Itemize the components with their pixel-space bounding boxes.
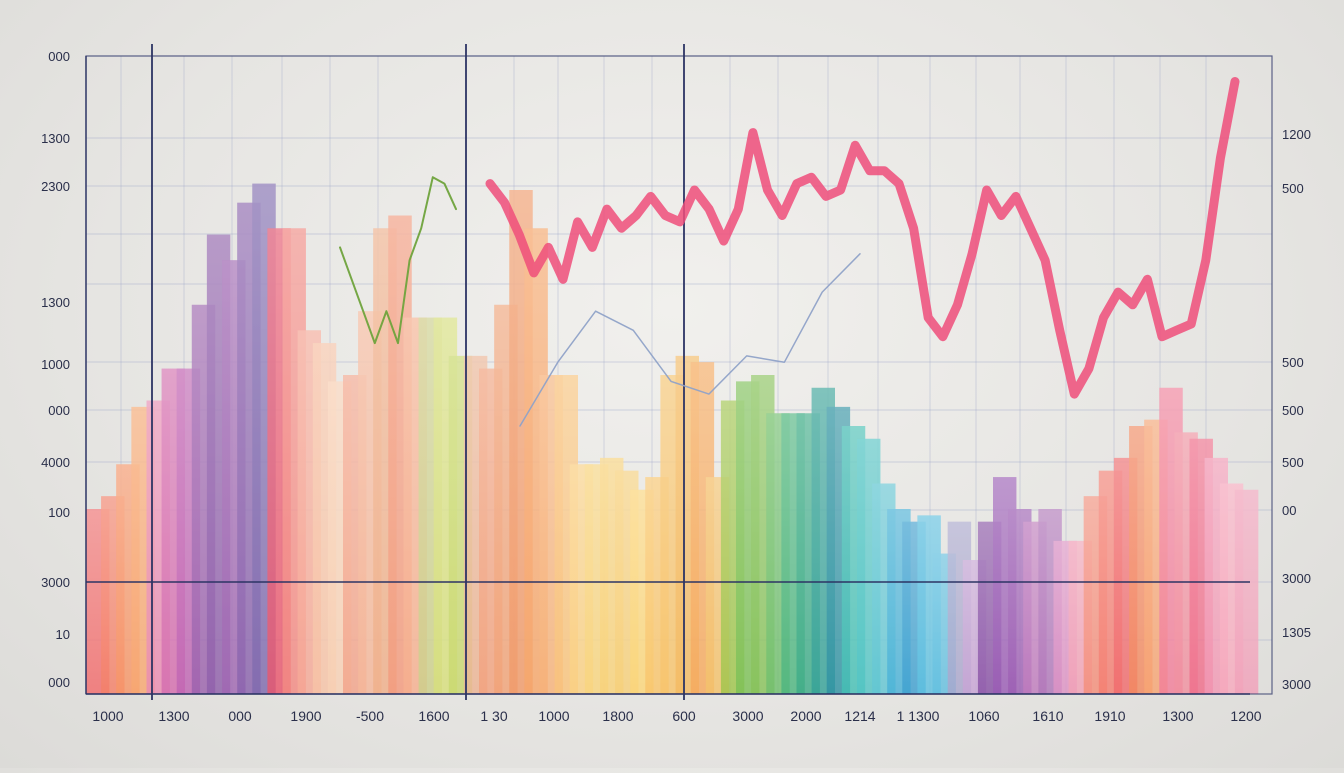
series-lines (339, 77, 1240, 427)
x-tick-label: 1060 (968, 708, 999, 724)
x-tick-label: 1600 (418, 708, 449, 724)
y-tick-label-right: 500 (1282, 355, 1304, 370)
y-tick-label-left: 1300 (41, 295, 70, 310)
y-tick-label-left: 000 (48, 403, 70, 418)
y-tick-label-right: 1200 (1282, 127, 1311, 142)
x-tick-label: 1 1300 (897, 708, 940, 724)
x-tick-label: 1000 (538, 708, 569, 724)
y-tick-label-left: 100 (48, 505, 70, 520)
x-tick-label: 1300 (158, 708, 189, 724)
y-tick-label-left: 1000 (41, 357, 70, 372)
y-tick-label-right: 500 (1282, 181, 1304, 196)
series-line (485, 77, 1240, 399)
x-tick-label: 600 (672, 708, 696, 724)
y-tick-label-right: 00 (1282, 503, 1296, 518)
x-tick-label: 1200 (1230, 708, 1261, 724)
bars (86, 183, 1259, 695)
bar-highlight (1234, 489, 1259, 694)
y-tick-label-left: 2300 (41, 179, 70, 194)
y-tick-label-left: 000 (48, 49, 70, 64)
axis-frame (85, 44, 1273, 700)
y-tick-label-left: 10 (56, 627, 70, 642)
y-tick-label-left: 3000 (41, 575, 70, 590)
y-tick-label-left: 4000 (41, 455, 70, 470)
y-tick-label-right: 3000 (1282, 677, 1311, 692)
y-tick-label-right: 3000 (1282, 571, 1311, 586)
y-tick-label-right: 1305 (1282, 625, 1311, 640)
x-tick-label: 3000 (732, 708, 763, 724)
y-tick-label-right: 500 (1282, 403, 1304, 418)
y-tick-label-left: 000 (48, 675, 70, 690)
x-tick-label: 1214 (844, 708, 875, 724)
x-tick-label: -500 (356, 708, 384, 724)
series-line (519, 253, 861, 427)
y-tick-label-right: 500 (1282, 455, 1304, 470)
x-tick-label: 1800 (602, 708, 633, 724)
x-tick-label: 000 (228, 708, 252, 724)
series-line (339, 176, 457, 345)
x-tick-label: 1610 (1032, 708, 1063, 724)
x-tick-label: 1 30 (480, 708, 507, 724)
x-tick-label: 2000 (790, 708, 821, 724)
x-tick-label: 1000 (92, 708, 123, 724)
x-tick-label: 1900 (290, 708, 321, 724)
y-tick-label-left: 1300 (41, 131, 70, 146)
tick-labels: 000 1300 2300 1300 1000 000 4000 100 3000 10 000 12… (41, 49, 1311, 724)
x-tick-label: 1910 (1094, 708, 1125, 724)
x-tick-label: 1300 (1162, 708, 1193, 724)
